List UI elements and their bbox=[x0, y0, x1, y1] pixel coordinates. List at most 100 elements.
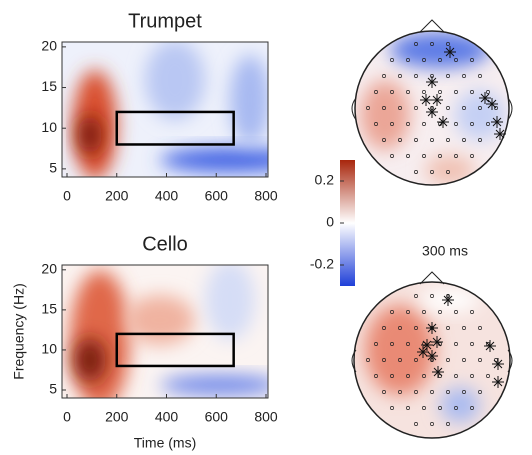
electrode bbox=[470, 154, 474, 158]
significant-electrode bbox=[486, 98, 498, 110]
electrode bbox=[414, 170, 418, 174]
electrode bbox=[382, 106, 386, 110]
roi-box bbox=[115, 332, 235, 368]
topo-label: 300 ms bbox=[422, 243, 468, 259]
electrode bbox=[478, 390, 482, 394]
electrode bbox=[382, 74, 386, 78]
colorbar-tick-label: 0 bbox=[326, 214, 334, 230]
electrode bbox=[406, 90, 410, 94]
electrode bbox=[462, 390, 466, 394]
colorbar-tick-label: 0.2 bbox=[315, 172, 335, 188]
electrode bbox=[446, 390, 450, 394]
electrode bbox=[470, 406, 474, 410]
electrode bbox=[430, 390, 434, 394]
electrode bbox=[462, 358, 466, 362]
electrode bbox=[398, 326, 402, 330]
y-tick-label: 15 bbox=[41, 301, 57, 317]
electrode bbox=[462, 74, 466, 78]
y-tick-label: 20 bbox=[41, 38, 57, 54]
electrode bbox=[438, 406, 442, 410]
electrode bbox=[446, 138, 450, 142]
electrode bbox=[382, 358, 386, 362]
significant-electrode bbox=[417, 346, 429, 358]
electrode bbox=[406, 310, 410, 314]
x-tick-label: 0 bbox=[63, 188, 71, 204]
electrode bbox=[382, 138, 386, 142]
electrode bbox=[478, 74, 482, 78]
y-tick-label: 20 bbox=[41, 261, 57, 277]
significant-electrode bbox=[426, 322, 438, 334]
electrode bbox=[390, 310, 394, 314]
electrode bbox=[454, 374, 458, 378]
electrode bbox=[470, 342, 474, 346]
electrode bbox=[382, 326, 386, 330]
electrode bbox=[478, 138, 482, 142]
electrode bbox=[390, 58, 394, 62]
y-axis-label: Frequency (Hz) bbox=[11, 283, 27, 379]
electrode bbox=[422, 310, 426, 314]
electrode bbox=[486, 122, 490, 126]
electrode bbox=[446, 422, 450, 426]
electrode bbox=[390, 154, 394, 158]
electrode bbox=[470, 90, 474, 94]
electrode bbox=[390, 122, 394, 126]
electrode bbox=[462, 326, 466, 330]
y-tick-label: 5 bbox=[49, 160, 57, 176]
significant-electrode bbox=[432, 366, 444, 378]
electrode bbox=[406, 154, 410, 158]
electrode bbox=[446, 74, 450, 78]
electrode bbox=[414, 106, 418, 110]
x-tick-label: 0 bbox=[63, 409, 71, 425]
electrode bbox=[454, 58, 458, 62]
electrode bbox=[438, 310, 442, 314]
chart-title: Cello bbox=[142, 233, 188, 255]
electrode bbox=[366, 358, 370, 362]
significant-electrode bbox=[421, 339, 433, 351]
x-tick-label: 600 bbox=[205, 409, 229, 425]
x-tick-label: 400 bbox=[155, 409, 179, 425]
electrode bbox=[374, 374, 378, 378]
axes-frame bbox=[61, 41, 269, 178]
electrode bbox=[438, 90, 442, 94]
electrode bbox=[398, 74, 402, 78]
electrode bbox=[414, 326, 418, 330]
electrode bbox=[478, 106, 482, 110]
electrode bbox=[462, 106, 466, 110]
x-tick-label: 600 bbox=[205, 188, 229, 204]
electrode bbox=[390, 374, 394, 378]
electrode bbox=[430, 170, 434, 174]
electrode bbox=[470, 122, 474, 126]
significant-electrode bbox=[426, 76, 438, 88]
axes-frame bbox=[61, 264, 269, 399]
electrode bbox=[422, 122, 426, 126]
electrode bbox=[454, 90, 458, 94]
electrode bbox=[422, 374, 426, 378]
electrode bbox=[390, 406, 394, 410]
roi-box bbox=[115, 110, 235, 146]
electrode bbox=[398, 106, 402, 110]
electrode bbox=[414, 422, 418, 426]
electrode bbox=[422, 90, 426, 94]
electrode bbox=[446, 170, 450, 174]
electrode bbox=[374, 122, 378, 126]
electrode bbox=[470, 374, 474, 378]
heatmap-image bbox=[62, 42, 268, 177]
electrode bbox=[374, 90, 378, 94]
electrode bbox=[430, 422, 434, 426]
significant-electrode bbox=[426, 106, 438, 118]
electrode bbox=[486, 90, 490, 94]
significant-electrode bbox=[420, 94, 432, 106]
electrode bbox=[414, 74, 418, 78]
electrode bbox=[366, 106, 370, 110]
x-tick-label: 800 bbox=[254, 188, 278, 204]
significant-electrode bbox=[484, 340, 496, 352]
significant-electrode bbox=[492, 358, 504, 370]
electrode bbox=[414, 390, 418, 394]
electrode bbox=[446, 326, 450, 330]
significant-electrode bbox=[426, 350, 438, 362]
electrode bbox=[486, 374, 490, 378]
colorbar-tick-label: -0.2 bbox=[310, 256, 334, 272]
y-tick-label: 10 bbox=[41, 119, 57, 135]
electrode bbox=[462, 138, 466, 142]
electrode bbox=[430, 138, 434, 142]
